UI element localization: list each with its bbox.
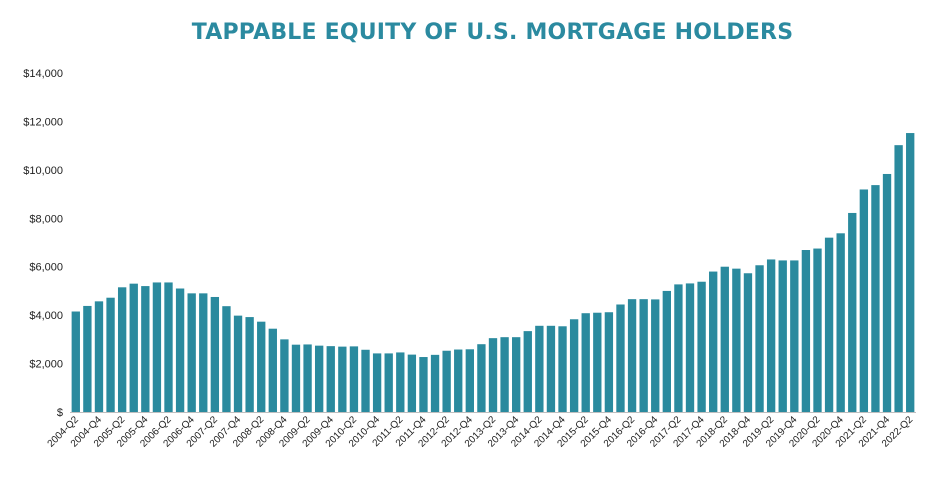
bar [662, 290, 671, 412]
bar [361, 349, 370, 412]
bar [291, 344, 301, 412]
bar [396, 352, 405, 412]
bar [732, 268, 741, 412]
bar [233, 315, 243, 412]
bar [152, 282, 162, 412]
y-tick-label: $4,000 [29, 310, 63, 322]
bar [488, 338, 498, 412]
bar [407, 354, 417, 412]
bar [430, 354, 440, 412]
bar [117, 287, 127, 412]
bar [755, 265, 764, 412]
bar [280, 339, 289, 412]
y-tick-label: $12,000 [23, 116, 63, 128]
bar [546, 325, 556, 412]
chart-title: TAPPABLE EQUITY OF U.S. MORTGAGE HOLDERS [191, 20, 794, 45]
bar [245, 317, 254, 412]
bar [871, 185, 880, 412]
bar [442, 350, 451, 412]
bar [141, 286, 150, 412]
bar [593, 312, 602, 412]
bar [906, 133, 915, 413]
bar [303, 344, 312, 412]
bar [419, 357, 428, 412]
bar [894, 145, 903, 412]
bar [338, 346, 347, 412]
y-axis: $ $2,000 $4,000 $6,000 $8,000 $10,000 $12,000 $… [23, 68, 63, 419]
bar [94, 301, 104, 412]
bar [222, 306, 231, 412]
bar [720, 266, 729, 412]
bar [848, 212, 857, 412]
y-tick-label: $14,000 [23, 68, 63, 80]
bar [372, 353, 382, 412]
bar [651, 299, 660, 412]
bar [836, 233, 845, 412]
bar [314, 345, 324, 412]
y-tick-label: $2,000 [29, 359, 63, 371]
bar [268, 328, 277, 412]
bar [326, 346, 335, 412]
bar [859, 189, 869, 412]
bar [129, 283, 138, 412]
y-tick-label: $10,000 [23, 165, 63, 177]
bar [882, 173, 892, 412]
bar [639, 299, 648, 412]
bar [465, 349, 474, 412]
bar [523, 331, 532, 412]
bar [454, 349, 463, 412]
bar [384, 353, 393, 412]
bar [477, 344, 486, 412]
bar [674, 284, 683, 412]
bar [581, 313, 590, 412]
bar [813, 248, 822, 412]
bar [349, 346, 359, 412]
bar [801, 250, 811, 412]
bar [199, 293, 208, 412]
bar [106, 297, 115, 412]
bar [257, 321, 266, 412]
bar [210, 296, 220, 412]
bar [500, 337, 509, 412]
bar [766, 259, 776, 412]
bar [83, 305, 92, 412]
bar [627, 299, 637, 412]
bar [535, 325, 544, 412]
bar [164, 282, 173, 412]
x-axis: 2004-Q22004-Q42005-Q22005-Q42006-Q22006-… [46, 412, 916, 450]
bar [709, 271, 718, 412]
bar [187, 293, 196, 412]
bar [685, 283, 695, 412]
y-tick-label: $6,000 [29, 262, 63, 274]
bar [697, 281, 706, 412]
bar [569, 319, 579, 412]
bar [790, 260, 799, 412]
bar [558, 326, 567, 412]
y-tick-label: $ [57, 407, 63, 419]
y-tick-label: $8,000 [29, 213, 63, 225]
bar [743, 273, 753, 412]
bar [512, 337, 521, 412]
bar [778, 260, 787, 412]
bar [71, 311, 80, 412]
bar [604, 312, 614, 412]
bar [175, 288, 185, 412]
bar-series [71, 133, 915, 413]
bar [824, 237, 834, 412]
bar [616, 304, 625, 412]
